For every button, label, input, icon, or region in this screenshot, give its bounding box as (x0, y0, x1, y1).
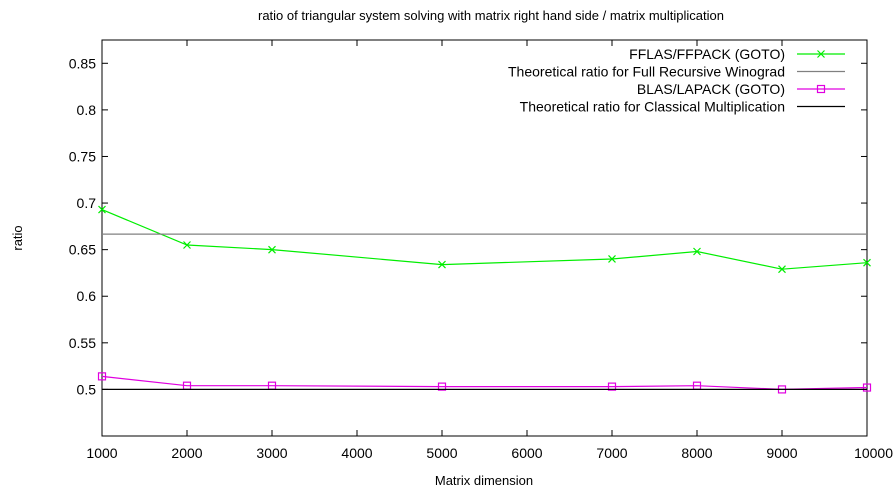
y-axis: 0.5 0.55 0.6 0.65 0.7 0.75 0.8 0.85 (69, 55, 867, 397)
series-line (101, 375, 868, 391)
x-axis: 1000 2000 3000 4000 5000 6000 7000 8000 9000 1000… (86, 40, 893, 461)
x-tick-label: 4000 (341, 445, 372, 461)
data-point (268, 245, 276, 254)
x-tick-label: 7000 (596, 445, 627, 461)
y-tick-label: 0.5 (77, 381, 97, 397)
series-layer (97, 205, 872, 394)
data-point (863, 258, 871, 267)
data-point (98, 205, 106, 214)
legend-label: BLAS/LAPACK (GOTO) (637, 81, 785, 97)
series-0 (98, 205, 871, 274)
x-tick-label: 10000 (854, 445, 893, 461)
legend-marker (816, 84, 826, 94)
y-tick-label: 0.55 (69, 335, 96, 351)
data-point (437, 382, 447, 391)
x-tick-label: 9000 (766, 445, 797, 461)
y-axis-label: ratio (10, 225, 25, 250)
x-axis-label: Matrix dimension (435, 473, 533, 488)
legend-marker (817, 50, 825, 58)
data-point (608, 255, 616, 263)
legend-label: Theoretical ratio for Full Recursive Win… (508, 64, 785, 80)
data-point (97, 372, 107, 381)
y-tick-label: 0.75 (69, 148, 96, 164)
y-tick-label: 0.7 (77, 195, 97, 211)
plot-frame (101, 39, 868, 437)
data-point (607, 382, 617, 391)
x-tick-label: 2000 (171, 445, 202, 461)
y-tick-label: 0.6 (77, 288, 97, 304)
legend: FFLAS/FFPACK (GOTO) Theoretical ratio for… (508, 46, 845, 115)
y-tick-label: 0.85 (69, 55, 96, 71)
data-point (778, 265, 786, 274)
x-tick-label: 8000 (681, 445, 712, 461)
legend-label: FFLAS/FFPACK (GOTO) (629, 46, 785, 62)
data-point (438, 260, 446, 269)
x-tick-label: 3000 (256, 445, 287, 461)
y-tick-label: 0.65 (69, 242, 96, 258)
data-point (862, 383, 872, 392)
y-tick-label: 0.8 (77, 102, 97, 118)
data-point (693, 247, 701, 256)
x-tick-label: 5000 (426, 445, 457, 461)
data-point (183, 241, 191, 249)
series-line (101, 209, 868, 270)
legend-label: Theoretical ratio for Classical Multipli… (520, 99, 785, 115)
x-tick-label: 6000 (511, 445, 542, 461)
x-tick-label: 1000 (86, 445, 117, 461)
chart-title: ratio of triangular system solving with … (258, 8, 724, 23)
